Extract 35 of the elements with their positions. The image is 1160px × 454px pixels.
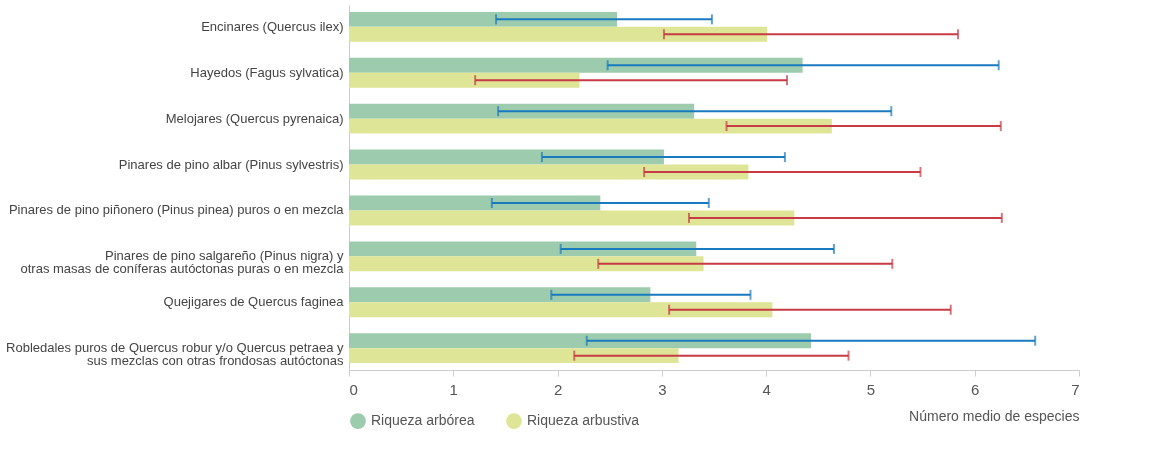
bar: [349, 11, 618, 27]
bar: [349, 256, 704, 272]
x-tick-label: 2: [553, 380, 563, 398]
y-tick-label: Encinares (Quercus ilex): [201, 18, 344, 34]
x-axis-title: Número medio de especies: [909, 407, 1080, 424]
bar: [349, 333, 811, 349]
y-tick-label: Pinares de pino piñonero (Pinus pinea) puros o en mezcla: [8, 202, 345, 218]
bar: [349, 26, 768, 42]
x-tick-label: 4: [762, 380, 771, 398]
bar: [349, 210, 795, 226]
x-tick-label: 7: [1071, 380, 1080, 398]
bar: [349, 57, 803, 73]
bar: [349, 302, 773, 318]
bar: [349, 103, 695, 119]
x-tick-label: 6: [971, 380, 980, 398]
bar: [349, 118, 832, 134]
x-tick-label: 1: [449, 380, 458, 398]
y-tick-label: Robledales puros de Quercus robur y/o Quercus petraea y sus mezclas con otras frondosas autóctonas: [6, 340, 344, 369]
bar: [349, 164, 749, 180]
bar: [349, 149, 664, 165]
y-tick-label: Quejigares de Quercus faginea: [163, 294, 345, 310]
bar: [349, 195, 601, 211]
legend-label: Riqueza arbórea: [371, 412, 475, 429]
bar: [349, 287, 651, 303]
bar: [349, 348, 679, 364]
x-tick-label: 5: [866, 380, 876, 398]
bar: [349, 241, 697, 257]
y-tick-label: Hayedos (Fagus sylvatica): [190, 64, 344, 80]
y-tick-label: Melojares (Quercus pyrenaica): [165, 110, 344, 126]
y-tick-label: Pinares de pino salgareño (Pinus nigra) y otras masas de coníferas autóctonas puras o en mezcla: [20, 248, 345, 277]
x-tick-label: 3: [658, 380, 667, 398]
y-tick-label: Pinares de pino albar (Pinus sylvestris): [118, 156, 344, 172]
x-tick-label: 0: [349, 380, 358, 398]
legend-label: Riqueza arbustiva: [527, 412, 640, 429]
bar: [349, 72, 580, 88]
